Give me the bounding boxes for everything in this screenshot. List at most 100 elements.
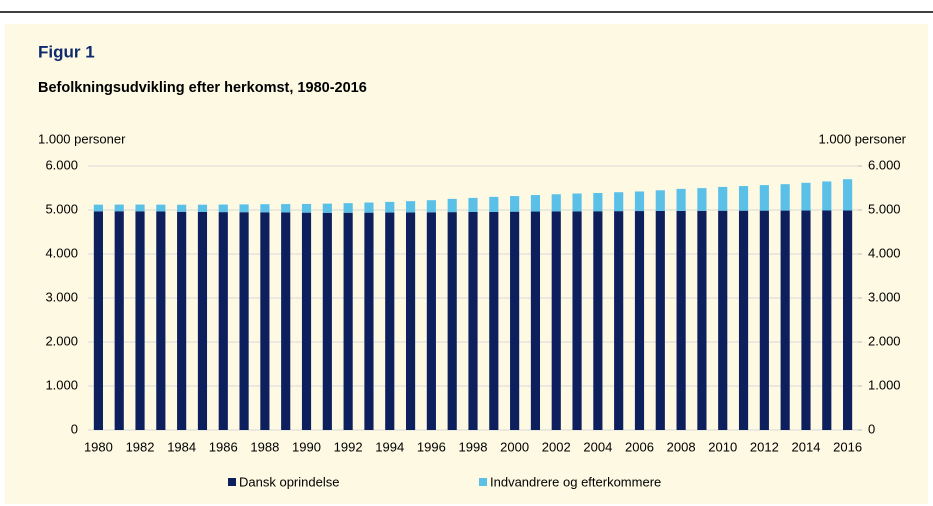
- bar-segment: [738, 186, 749, 211]
- bar-segment: [780, 210, 790, 430]
- bar-segment: [634, 211, 645, 430]
- bar-segment: [426, 212, 436, 430]
- bar-segment: [385, 201, 395, 213]
- bar-segment: [385, 212, 395, 430]
- bar-segment: [738, 210, 749, 430]
- bar-segment: [551, 194, 561, 212]
- bar-segment: [343, 203, 353, 213]
- bar-segment: [281, 212, 291, 430]
- x-tick-label: 1984: [167, 439, 196, 454]
- x-tick-label: 2016: [833, 439, 862, 454]
- y-tick-label: 5.000: [45, 201, 78, 216]
- bar-segment: [260, 212, 270, 430]
- x-tick-label: 2002: [542, 439, 571, 454]
- legend-swatch: [228, 478, 236, 486]
- bar-segment: [572, 211, 582, 430]
- bar-segment: [93, 211, 103, 430]
- bar-segment: [614, 192, 624, 212]
- figure-label: Figur 1: [38, 42, 95, 61]
- bar-segment: [489, 211, 499, 430]
- bar-segment: [301, 203, 312, 213]
- bar-segment: [572, 193, 582, 212]
- y-tick-label: 1.000: [45, 377, 78, 392]
- bar-segment: [177, 204, 187, 212]
- x-tick-label: 1992: [334, 439, 363, 454]
- bar-segment: [676, 188, 686, 211]
- x-tick-label: 1998: [459, 439, 488, 454]
- bar-segment: [530, 195, 541, 212]
- bar-segment: [177, 211, 187, 430]
- x-tick-label: 1994: [375, 439, 404, 454]
- x-tick-label: 2006: [625, 439, 654, 454]
- bar-segment: [281, 204, 291, 213]
- bar-segment: [343, 212, 353, 430]
- bar-segment: [614, 211, 624, 430]
- legend-label: Dansk oprindelse: [239, 474, 339, 489]
- bar-segment: [801, 210, 811, 430]
- bar-segment: [218, 212, 228, 430]
- bar-segment: [114, 204, 124, 212]
- bar-segment: [759, 185, 769, 211]
- bar-segment: [135, 211, 145, 430]
- bar-segment: [530, 211, 541, 430]
- x-tick-label: 2000: [500, 439, 529, 454]
- bar-segment: [468, 197, 478, 212]
- x-tick-label: 2012: [750, 439, 779, 454]
- y2-tick-label: 3.000: [868, 289, 901, 304]
- bar-segment: [634, 191, 645, 212]
- x-tick-label: 1990: [292, 439, 321, 454]
- y2-tick-label: 6.000: [868, 157, 901, 172]
- bar-segment: [843, 179, 853, 211]
- bar-segment: [551, 211, 561, 430]
- bar-segment: [510, 211, 520, 430]
- bar-segment: [843, 210, 853, 430]
- x-tick-label: 2008: [667, 439, 696, 454]
- bar-segment: [322, 212, 332, 430]
- bar-segment: [447, 198, 457, 213]
- chart-title: Befolkningsudvikling efter herkomst, 198…: [38, 80, 367, 96]
- bar-segment: [718, 186, 728, 211]
- bar-segment: [239, 204, 249, 213]
- bar-segment: [593, 192, 603, 212]
- bar-segment: [426, 200, 436, 213]
- bar-segment: [468, 211, 478, 430]
- bar-segment: [593, 211, 603, 430]
- x-tick-label: 2014: [792, 439, 821, 454]
- bar-segment: [510, 196, 520, 212]
- bar-segment: [447, 212, 457, 430]
- x-tick-label: 2010: [708, 439, 737, 454]
- x-tick-label: 2004: [583, 439, 612, 454]
- bar-segment: [822, 181, 832, 211]
- bar-segment: [759, 210, 769, 430]
- y2-tick-label: 5.000: [868, 201, 901, 216]
- bar-segment: [301, 212, 312, 430]
- x-tick-label: 1996: [417, 439, 446, 454]
- bar-segment: [239, 212, 249, 430]
- y-tick-label: 0: [71, 421, 78, 436]
- bar-segment: [655, 210, 665, 430]
- x-tick-label: 1988: [250, 439, 279, 454]
- bar-segment: [93, 204, 103, 212]
- bar-segment: [260, 204, 270, 213]
- y2-axis-label: 1.000 personer: [819, 131, 907, 146]
- y-tick-label: 4.000: [45, 245, 78, 260]
- y-tick-label: 2.000: [45, 333, 78, 348]
- bar-segment: [718, 210, 728, 430]
- bar-segment: [197, 204, 208, 212]
- y2-tick-label: 2.000: [868, 333, 901, 348]
- y2-tick-label: 1.000: [868, 377, 901, 392]
- bar-segment: [322, 203, 332, 213]
- y-axis-label: 1.000 personer: [38, 131, 126, 146]
- bar-segment: [780, 184, 790, 211]
- bar-segment: [197, 211, 208, 430]
- bar-segment: [156, 211, 166, 430]
- bar-segment: [364, 212, 374, 430]
- x-tick-label: 1986: [209, 439, 238, 454]
- bar-segment: [489, 196, 499, 212]
- bar-segment: [676, 210, 686, 430]
- bar-segment: [114, 211, 124, 430]
- y-tick-label: 3.000: [45, 289, 78, 304]
- bar-segment: [801, 182, 811, 211]
- bar-segment: [697, 188, 707, 211]
